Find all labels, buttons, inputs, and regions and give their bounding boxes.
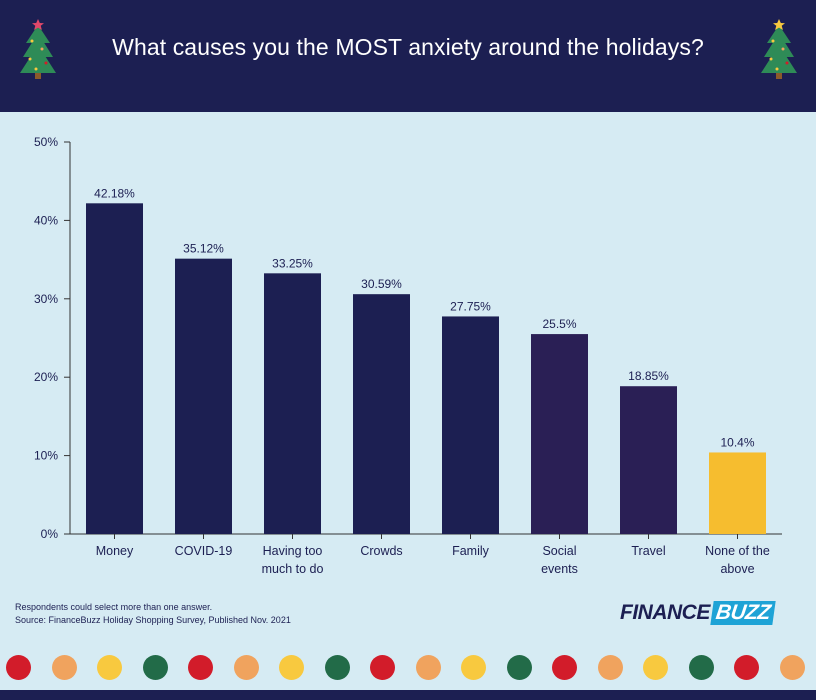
financebuzz-logo: FINANCE BUZZ (620, 600, 776, 626)
decorative-dot (188, 655, 213, 680)
y-tick-label: 30% (34, 292, 58, 306)
x-tick-label: Money (96, 544, 134, 558)
decorative-dot (6, 655, 31, 680)
y-tick-label: 10% (34, 449, 58, 463)
page-title: What causes you the MOST anxiety around … (112, 34, 704, 60)
decorative-dot (506, 655, 532, 680)
bar-value-label: 42.18% (94, 186, 135, 200)
x-tick-label: COVID-19 (175, 544, 233, 558)
decorative-dot (279, 655, 304, 680)
bar (531, 334, 588, 534)
x-tick-label: Having too (263, 544, 323, 558)
bar (709, 452, 766, 534)
christmas-tree-icon (20, 19, 56, 79)
logo-text-buzz: BUZZ (710, 601, 776, 625)
decorative-dot (370, 655, 395, 680)
y-tick-label: 0% (41, 527, 59, 541)
decorative-dot (597, 655, 623, 680)
decorative-dot (97, 655, 122, 680)
x-tick-label: much to do (262, 562, 324, 576)
bar (620, 386, 677, 534)
bar-value-label: 18.85% (628, 369, 669, 383)
decorative-dot (415, 655, 441, 680)
decorative-dot (734, 655, 759, 680)
x-tick-label: Social (542, 544, 576, 558)
decorative-dot (779, 655, 805, 680)
x-tick-label: events (541, 562, 578, 576)
bar-value-label: 25.5% (542, 317, 576, 331)
decorative-dot (233, 655, 259, 680)
bar (175, 258, 232, 534)
bar-value-label: 30.59% (361, 277, 402, 291)
logo-text-finance: FINANCE (620, 601, 710, 624)
decorative-dot (142, 655, 168, 680)
decorative-dot (552, 655, 577, 680)
decorative-dot (461, 655, 486, 680)
y-tick-label: 40% (34, 213, 58, 227)
x-tick-label: Crowds (360, 544, 402, 558)
bar (264, 273, 321, 534)
decorative-dot (688, 655, 714, 680)
bar (86, 203, 143, 534)
bar-value-label: 10.4% (720, 435, 754, 449)
bar-value-label: 35.12% (183, 242, 224, 256)
x-tick-label: above (720, 562, 754, 576)
x-tick-label: None of the (705, 544, 770, 558)
y-tick-label: 50% (34, 135, 58, 149)
y-tick-label: 20% (34, 370, 58, 384)
note-respondents: Respondents could select more than one a… (15, 602, 213, 612)
bar-value-label: 33.25% (272, 256, 313, 270)
bar (353, 294, 410, 534)
chart-notes: Respondents could select more than one a… (15, 601, 291, 627)
decorative-dot (51, 655, 77, 680)
header-banner: What causes you the MOST anxiety around … (0, 0, 816, 112)
x-tick-label: Travel (631, 544, 665, 558)
decorative-dots-row (0, 648, 816, 688)
bar-chart: 0% 10% 20% 30% 40% 50% 42.18% Money 35.12% COVID-… (34, 135, 782, 576)
note-source: Source: FinanceBuzz Holiday Shopping Sur… (15, 615, 291, 625)
bar-value-label: 27.75% (450, 299, 491, 313)
decorative-dot (324, 655, 350, 680)
footer-bar (0, 690, 816, 700)
x-tick-label: Family (452, 544, 490, 558)
christmas-tree-icon (761, 19, 797, 79)
chart-area: 0% 10% 20% 30% 40% 50% 42.18% Money 35.12% COVID-… (0, 112, 816, 642)
decorative-dot (643, 655, 668, 680)
bar (442, 316, 499, 534)
